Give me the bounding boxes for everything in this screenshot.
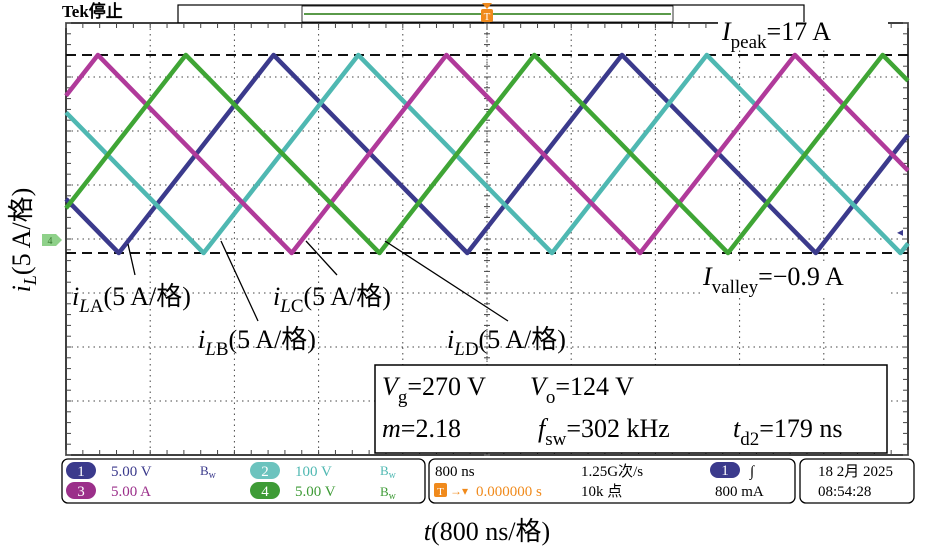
svg-text:Bw: Bw [380,484,397,502]
svg-text:Bw: Bw [200,463,217,481]
trace-label-ila: iLA(5 A/格) [72,282,191,317]
y-axis-label: iL(5 A/格) [7,188,40,293]
ipeak-label: Ipeak=17 A [721,17,831,53]
ivalley-label: Ivalley=−0.9 A [702,262,844,298]
acquisition-panel[interactable] [428,458,796,504]
trace-label-ilc: iLC(5 A/格) [273,282,391,317]
channel-1-readout[interactable]: 1 5.00 V Bw [66,462,217,481]
trigger-position-readout[interactable]: T →▾ 0.000000 s [434,483,542,500]
svg-text:0.000000 s: 0.000000 s [476,484,542,500]
ivalley-bg [700,262,890,298]
svg-text:T: T [437,486,444,498]
traces [64,52,910,256]
leader-lines [127,240,509,322]
datetime-panel[interactable] [799,458,915,504]
svg-text:5.00 A: 5.00 A [111,484,151,500]
channel-2-readout[interactable]: 2 100 V Bw [250,462,397,481]
td2-value: td2=179 ns [733,414,843,450]
vg-value: Vg=270 V [382,372,486,408]
trace-ilb [64,52,910,256]
leader-line-ilc [305,240,338,276]
graticule [65,22,909,456]
sample-rate: 1.25G次/s [581,463,643,480]
time: 08:54:28 [818,484,871,500]
offscreen-arrow-icon: ◂ [897,225,903,239]
vo-value: Vo=124 V [530,372,634,408]
scope-status: Tek停止 [62,1,123,21]
channel-4-readout[interactable]: 4 5.00 V Bw [250,482,397,502]
trace-ilc [64,52,910,256]
trigger-position-marker[interactable]: T [481,3,493,23]
svg-text:Bw: Bw [380,463,397,481]
svg-text:1: 1 [77,464,85,480]
timebase-readout[interactable]: 800 ns [435,464,475,480]
trace-label-ilb: iLB(5 A/格) [198,325,316,360]
svg-text:5.00 V: 5.00 V [111,464,152,480]
leader-line-ilb [220,240,259,322]
svg-text:1: 1 [721,463,729,479]
arrow-right-icon: →▾ [450,484,468,498]
leader-line-ila [127,243,136,276]
trigger-readout[interactable]: 1 ∫ 800 mA [710,462,764,500]
x-axis-label: t(800 ns/格) [424,517,550,546]
record-length: 10k 点 [581,483,622,500]
rising-edge-icon: ∫ [749,464,756,480]
svg-text:800 mA: 800 mA [715,484,764,500]
trace-ila [64,52,910,256]
parameter-box [374,364,888,454]
channel-4-ground-marker[interactable]: 4 [42,234,62,247]
svg-text:T: T [484,11,491,23]
svg-text:100 V: 100 V [295,464,332,480]
fsw-value: fsw=302 kHz [538,414,670,450]
ipeak-bg [718,22,888,48]
svg-text:4: 4 [48,236,53,247]
m-value: m=2.18 [382,414,461,443]
leader-line-ild [384,240,509,322]
channel-panel[interactable] [61,458,426,504]
svg-text:2: 2 [261,464,269,480]
svg-text:5.00 V: 5.00 V [295,484,336,500]
channel-3-readout[interactable]: 3 5.00 A [66,482,151,500]
svg-text:3: 3 [77,484,85,500]
status-bar: 1 5.00 V Bw 3 5.00 A 2 100 V Bw 4 5.00 V… [61,458,915,504]
svg-text:4: 4 [261,484,269,500]
date: 18 2月 2025 [818,464,893,480]
trace-ild [64,52,910,256]
trace-label-ild: iLD(5 A/格) [447,325,566,360]
